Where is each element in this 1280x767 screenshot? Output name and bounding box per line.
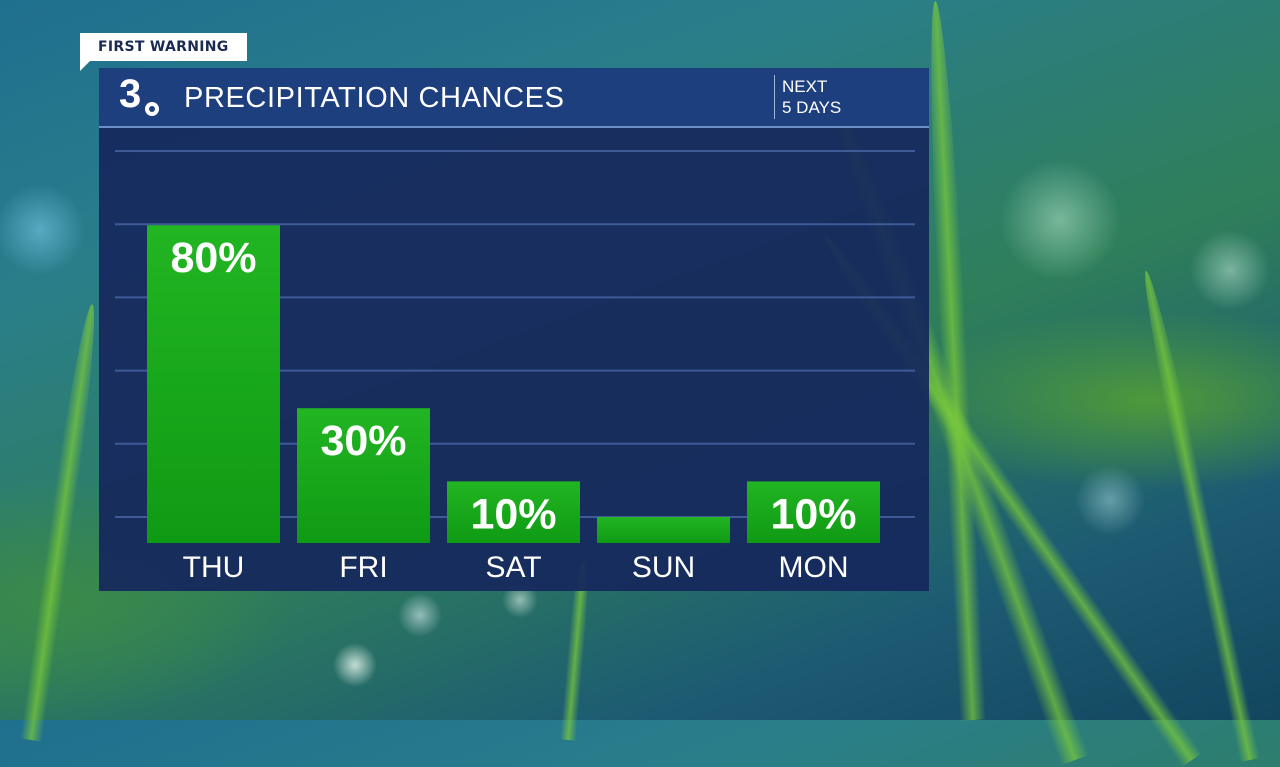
category-label-thu: THU xyxy=(183,551,245,584)
category-label-mon: MON xyxy=(779,551,849,584)
first-warning-tag: FIRST WARNING xyxy=(80,33,247,61)
chart-panel: 3 PRECIPITATION CHANCES NEXT 5 DAYS 80% T… xyxy=(99,68,929,591)
forecast-period-line1: NEXT xyxy=(782,77,828,96)
bar-thu xyxy=(147,225,280,543)
bar-sat xyxy=(447,481,580,543)
category-label-sat: SAT xyxy=(485,551,541,584)
precipitation-bar-chart: 80% THU 30% FRI 10% SAT SUN 10% MON xyxy=(115,150,915,584)
value-label-fri: 30% xyxy=(320,417,406,465)
category-label-sun: SUN xyxy=(632,551,695,584)
chart-header: 3 PRECIPITATION CHANCES NEXT 5 DAYS xyxy=(99,68,929,128)
bar-sun xyxy=(597,517,730,543)
value-label-mon: 10% xyxy=(770,490,856,538)
category-label-fri: FRI xyxy=(339,551,387,584)
chart-title: PRECIPITATION CHANCES xyxy=(184,82,565,114)
tag-tail xyxy=(80,61,90,71)
eye-icon xyxy=(145,102,159,116)
logo-number: 3 xyxy=(119,72,142,116)
value-label-sat: 10% xyxy=(470,490,556,538)
bar-fri xyxy=(297,408,430,543)
station-logo: 3 xyxy=(119,72,163,120)
grass-blade xyxy=(20,302,104,742)
forecast-period: NEXT 5 DAYS xyxy=(782,76,841,118)
bar-mon xyxy=(747,481,880,543)
value-label-thu: 80% xyxy=(170,234,256,282)
forecast-period-line2: 5 DAYS xyxy=(782,98,842,117)
header-divider xyxy=(774,75,775,119)
